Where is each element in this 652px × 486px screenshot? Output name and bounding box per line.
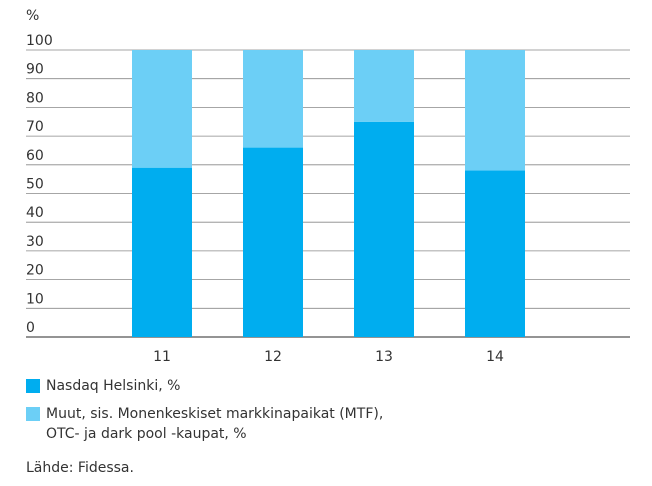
x-tick-label: 12	[264, 349, 282, 365]
y-tick-label: 70	[26, 119, 44, 135]
bar-nasdaq-segment	[354, 121, 414, 337]
tick-labels: 0 10 20 30 40 50 60 70 80 90 100 11 12 13 14	[26, 33, 504, 365]
y-tick-label: 30	[26, 234, 44, 250]
bars	[132, 50, 525, 337]
bar-nasdaq-segment	[465, 170, 525, 337]
legend: Nasdaq Helsinki, % Muut, sis. Monenkeski…	[26, 376, 383, 452]
bar-others-segment	[354, 50, 414, 122]
legend-swatch-nasdaq	[26, 379, 40, 393]
y-tick-label: 10	[26, 291, 44, 307]
bar-nasdaq-segment	[132, 167, 192, 337]
gridlines	[26, 49, 630, 338]
y-tick-label: 100	[26, 33, 53, 49]
y-tick-label: 60	[26, 148, 44, 164]
y-tick-label: 50	[26, 177, 44, 193]
x-tick-label: 14	[486, 349, 504, 365]
legend-swatch-others	[26, 407, 40, 421]
bar-others-segment	[465, 50, 525, 171]
bar-others-segment	[243, 50, 303, 148]
bar-others-segment	[132, 50, 192, 168]
source-note: Lähde: Fidessa.	[26, 460, 134, 476]
x-tick-label: 13	[375, 349, 393, 365]
bar-nasdaq-segment	[243, 147, 303, 337]
y-tick-label: 20	[26, 263, 44, 279]
y-tick-label: 0	[26, 320, 35, 336]
legend-label-others: Muut, sis. Monenkeskiset markkinapaikat …	[46, 406, 384, 442]
y-axis-unit-label: %	[26, 8, 39, 24]
stacked-bar-chart: 0 10 20 30 40 50 60 70 80 90 100 11 12 13 14 %	[26, 8, 630, 365]
y-tick-label: 40	[26, 205, 44, 221]
legend-item-nasdaq: Nasdaq Helsinki, %	[26, 376, 383, 396]
y-tick-label: 80	[26, 90, 44, 106]
legend-label-nasdaq: Nasdaq Helsinki, %	[46, 378, 181, 394]
x-tick-label: 11	[153, 349, 171, 365]
y-tick-label: 90	[26, 62, 44, 78]
legend-item-others: Muut, sis. Monenkeskiset markkinapaikat …	[26, 404, 383, 444]
